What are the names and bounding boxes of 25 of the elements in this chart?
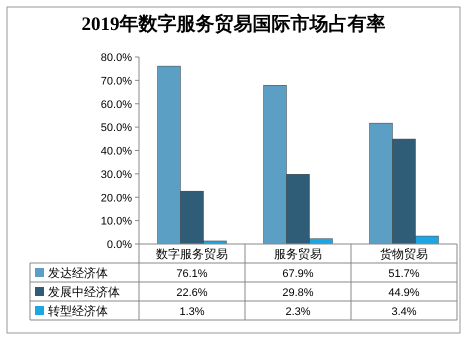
chart-title: 2019年数字服务贸易国际市场占有率 xyxy=(82,13,386,35)
x-tick-label: 货物贸易 xyxy=(380,247,428,261)
data-label: 1.3% xyxy=(179,306,205,318)
data-label: 2.3% xyxy=(285,306,311,318)
y-tick-label: 40.0% xyxy=(100,146,132,158)
data-label: 44.9% xyxy=(388,287,420,299)
data-label: 3.4% xyxy=(391,306,417,318)
y-tick-label: 0.0% xyxy=(106,239,132,251)
data-label: 76.1% xyxy=(176,268,208,280)
y-tick-label: 80.0% xyxy=(100,52,132,64)
y-tick-label: 60.0% xyxy=(100,98,132,111)
y-tick-label: 10.0% xyxy=(100,216,132,228)
data-label: 29.8% xyxy=(282,287,314,299)
data-label: 22.6% xyxy=(176,287,208,299)
y-tick-label: 70.0% xyxy=(100,75,132,88)
data-label: 51.7% xyxy=(388,268,420,280)
legend-label: 转型经济体 xyxy=(48,304,108,318)
x-tick-label: 服务贸易 xyxy=(274,247,322,261)
legend-label: 发展中经济体 xyxy=(48,285,120,299)
legend-label: 发达经济体 xyxy=(48,266,108,280)
x-tick-label: 数字服务贸易 xyxy=(156,247,228,261)
y-tick-label: 30.0% xyxy=(100,168,132,181)
y-tick-label: 20.0% xyxy=(100,192,132,204)
y-tick-label: 50.0% xyxy=(100,122,132,134)
data-label: 67.9% xyxy=(282,268,314,280)
